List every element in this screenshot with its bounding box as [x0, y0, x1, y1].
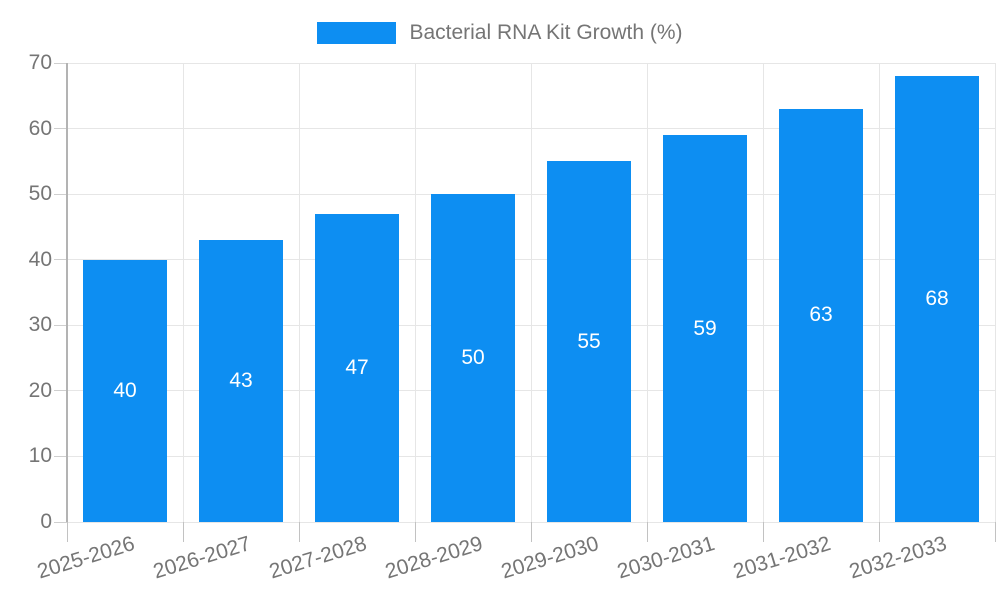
y-axis-tick-label: 60	[28, 116, 52, 140]
bar-value-label: 40	[113, 378, 137, 402]
y-axis-tick-label: 0	[40, 510, 52, 533]
bar-value-label: 59	[693, 316, 717, 340]
bar[interactable]	[779, 108, 863, 522]
bar[interactable]	[663, 135, 747, 522]
bar-value-label: 50	[461, 346, 485, 370]
bar[interactable]	[315, 213, 399, 522]
gridline-vertical	[414, 63, 416, 522]
y-axis-tick-label: 40	[28, 247, 52, 271]
gridline-vertical	[994, 63, 996, 522]
bar[interactable]	[431, 194, 515, 522]
y-axis-tick	[54, 455, 67, 457]
gridline-vertical	[298, 63, 300, 522]
x-axis-tick-label: 2031-2032	[730, 532, 834, 584]
x-axis-tick-label: 2030-2031	[614, 532, 718, 584]
gridline-vertical	[646, 63, 648, 522]
y-axis-tick	[54, 521, 67, 523]
x-axis-tick-label: 2027-2028	[266, 532, 370, 584]
x-axis-tick-label: 2025-2026	[34, 532, 138, 584]
y-axis-tick-label: 10	[28, 444, 52, 468]
x-axis-tick	[298, 522, 300, 542]
x-axis-tick	[994, 522, 996, 542]
x-axis-tick	[66, 522, 68, 542]
x-axis-tick-label: 2032-2033	[846, 532, 950, 584]
legend-swatch	[317, 22, 397, 44]
legend[interactable]: Bacterial RNA Kit Growth (%)	[0, 21, 1000, 45]
y-axis-tick-label: 20	[28, 378, 52, 402]
bar[interactable]	[895, 76, 979, 522]
x-axis-tick	[414, 522, 416, 542]
x-axis-tick-label: 2026-2027	[150, 532, 254, 584]
bar[interactable]	[199, 240, 283, 522]
y-axis-tick	[54, 128, 67, 130]
x-axis-tick-label: 2028-2029	[382, 532, 486, 584]
bar-value-label: 68	[925, 287, 949, 311]
y-axis-tick-label: 70	[28, 51, 52, 74]
gridline-vertical	[878, 63, 880, 522]
y-axis-tick	[54, 62, 67, 64]
x-axis-tick	[646, 522, 648, 542]
y-axis-tick	[54, 193, 67, 195]
x-axis-tick-label: 2029-2030	[498, 532, 602, 584]
y-axis-tick	[54, 259, 67, 261]
x-axis-tick	[182, 522, 184, 542]
x-axis-tick	[878, 522, 880, 542]
gridline-vertical	[530, 63, 532, 522]
y-axis-tick	[54, 324, 67, 326]
x-axis-tick	[530, 522, 532, 542]
x-axis-tick	[762, 522, 764, 542]
legend-label: Bacterial RNA Kit Growth (%)	[409, 21, 683, 44]
bar-value-label: 43	[229, 369, 253, 393]
gridline-vertical	[762, 63, 764, 522]
bar-value-label: 63	[809, 303, 833, 327]
y-axis-line	[66, 63, 68, 522]
y-axis-tick-label: 50	[28, 182, 52, 206]
bar[interactable]	[83, 259, 167, 522]
gridline-vertical	[182, 63, 184, 522]
y-axis-tick	[54, 390, 67, 392]
bar-value-label: 55	[577, 329, 601, 353]
bar-value-label: 47	[345, 355, 369, 379]
y-axis-tick-label: 30	[28, 313, 52, 337]
bar[interactable]	[547, 161, 631, 522]
